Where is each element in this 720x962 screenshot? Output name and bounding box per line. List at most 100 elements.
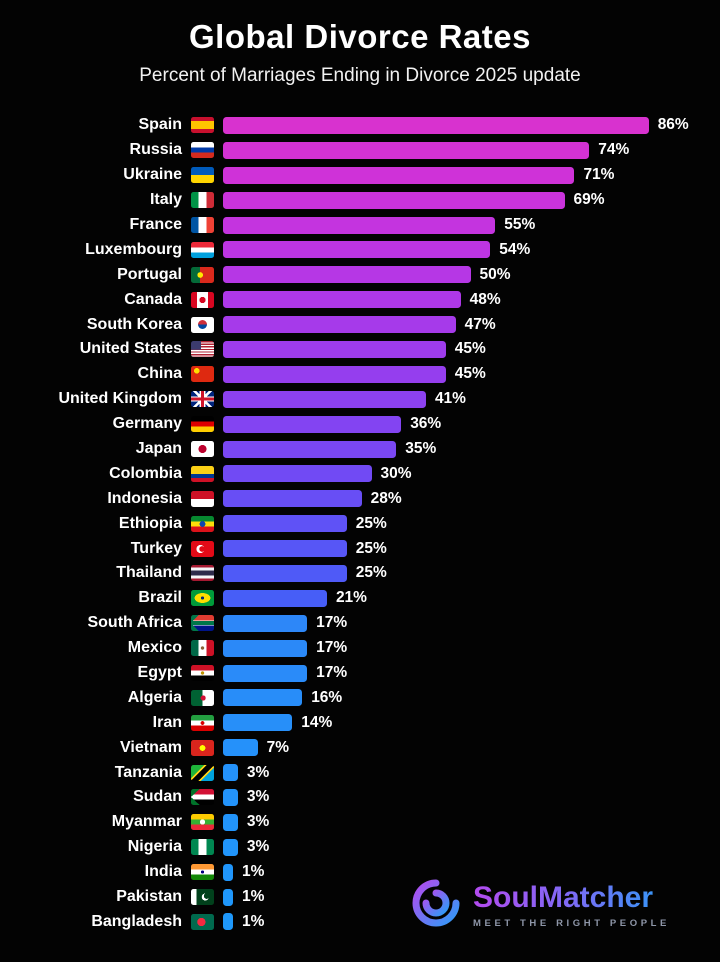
- bar-row: Japan 35%: [12, 437, 720, 462]
- flag-us-icon: [191, 341, 214, 358]
- flag-ca-icon: [191, 291, 214, 308]
- bar-track: 1%: [223, 888, 720, 906]
- bar-row: Luxembourg 54%: [12, 237, 720, 262]
- flag-gb-icon: [191, 391, 214, 408]
- bar-track: 54%: [223, 241, 720, 259]
- bar-row: Thailand 25%: [12, 561, 720, 586]
- brand-tagline: MEET THE RIGHT PEOPLE: [473, 917, 670, 929]
- page-subtitle: Percent of Marriages Ending in Divorce 2…: [139, 65, 581, 86]
- flag-in-icon: [191, 864, 214, 881]
- country-label: Luxembourg: [85, 240, 182, 258]
- bar-row: Turkey 25%: [12, 536, 720, 561]
- value-label: 74%: [598, 141, 630, 159]
- bar: [223, 714, 293, 732]
- bar-row: Nigeria 3%: [12, 835, 720, 860]
- bar-row: Germany 36%: [12, 412, 720, 437]
- bar: [223, 739, 258, 757]
- country-label: Germany: [112, 415, 182, 433]
- bar-track: 3%: [223, 838, 720, 856]
- country-label: Portugal: [117, 265, 182, 283]
- country-label: Mexico: [127, 639, 182, 657]
- country-label: Ukraine: [123, 166, 182, 184]
- country-label: Ethiopia: [118, 514, 182, 532]
- bar-row: Pakistan 1%: [12, 885, 720, 910]
- country-label: Colombia: [109, 464, 182, 482]
- bar-track: 35%: [223, 440, 720, 458]
- flag-pk-icon: [191, 889, 214, 906]
- bar-row: Ethiopia 25%: [12, 511, 720, 536]
- value-label: 45%: [454, 365, 486, 383]
- bar: [223, 540, 347, 558]
- bar: [223, 664, 308, 682]
- bar-track: 25%: [223, 540, 720, 558]
- bar-track: 45%: [223, 340, 720, 358]
- flag-dz-icon: [191, 689, 214, 706]
- value-label: 1%: [242, 912, 265, 930]
- bar: [223, 291, 461, 309]
- header: Global Divorce Rates Percent of Marriage…: [0, 0, 720, 87]
- bar: [223, 589, 327, 607]
- country-label: South Africa: [87, 614, 182, 632]
- country-label: Thailand: [116, 564, 182, 582]
- flag-za-icon: [191, 615, 214, 632]
- country-label: Brazil: [138, 589, 182, 607]
- value-label: 25%: [355, 539, 387, 557]
- bar-row: Colombia 30%: [12, 461, 720, 486]
- value-label: 28%: [370, 489, 402, 507]
- flag-ir-icon: [191, 714, 214, 731]
- value-label: 1%: [242, 888, 265, 906]
- country-label: Pakistan: [116, 888, 182, 906]
- bar-track: 3%: [223, 813, 720, 831]
- value-label: 3%: [246, 788, 270, 806]
- value-label: 17%: [316, 639, 348, 657]
- value-label: 48%: [469, 290, 501, 308]
- bar-track: 69%: [223, 191, 720, 209]
- bar: [223, 440, 397, 458]
- bar-row: France 55%: [12, 213, 720, 238]
- flag-id-icon: [191, 490, 214, 507]
- value-label: 35%: [405, 440, 437, 458]
- value-label: 3%: [246, 763, 270, 781]
- bar: [223, 813, 238, 831]
- bar-row: Iran 14%: [12, 710, 720, 735]
- bar-track: 36%: [223, 415, 720, 433]
- flag-ng-icon: [191, 839, 214, 856]
- bar-track: 45%: [223, 365, 720, 383]
- bar-row: South Korea 47%: [12, 312, 720, 337]
- bar: [223, 788, 238, 806]
- bar-track: 30%: [223, 465, 720, 483]
- country-label: Japan: [135, 440, 182, 458]
- bar-row: India 1%: [12, 860, 720, 885]
- flag-it-icon: [191, 192, 214, 209]
- country-label: South Korea: [86, 315, 182, 333]
- country-label: Iran: [152, 713, 182, 731]
- bar-row: Russia 74%: [12, 138, 720, 163]
- bar-track: 55%: [223, 216, 720, 234]
- bar: [223, 838, 238, 856]
- country-label: Canada: [124, 290, 182, 308]
- value-label: 25%: [355, 564, 387, 582]
- country-label: Tanzania: [114, 763, 182, 781]
- flag-ru-icon: [191, 142, 214, 159]
- value-label: 7%: [266, 738, 290, 756]
- country-label: Myanmar: [111, 813, 182, 831]
- flag-eg-icon: [191, 665, 214, 682]
- country-label: Sudan: [133, 788, 182, 806]
- bar-track: 25%: [223, 515, 720, 533]
- bar-row: Portugal 50%: [12, 262, 720, 287]
- bar-track: 47%: [223, 316, 720, 334]
- value-label: 3%: [246, 813, 270, 831]
- bar-track: 28%: [223, 490, 720, 508]
- bar: [223, 116, 649, 134]
- flag-tz-icon: [191, 764, 214, 781]
- bar: [223, 241, 491, 259]
- bar: [223, 216, 496, 234]
- flag-kr-icon: [191, 316, 214, 333]
- country-label: Algeria: [127, 688, 182, 706]
- value-label: 55%: [504, 216, 536, 233]
- bar: [223, 191, 565, 209]
- bar: [223, 365, 446, 383]
- flag-co-icon: [191, 465, 214, 482]
- country-label: China: [137, 365, 182, 383]
- value-label: 41%: [434, 390, 466, 408]
